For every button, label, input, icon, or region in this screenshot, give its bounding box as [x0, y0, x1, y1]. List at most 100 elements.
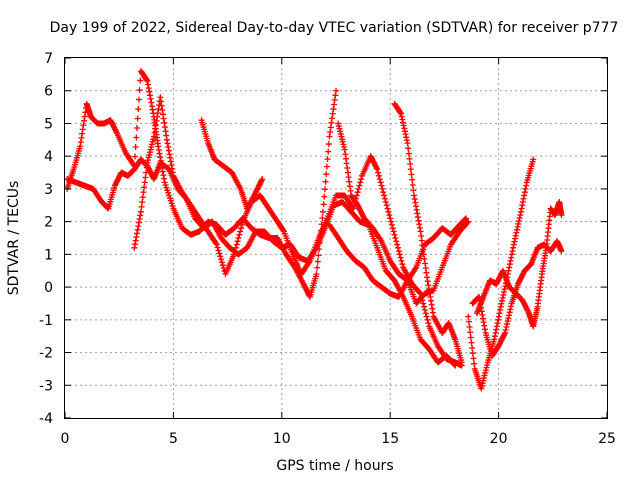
data-point	[396, 251, 403, 258]
data-point	[463, 215, 470, 222]
data-point	[407, 161, 414, 168]
data-point	[235, 235, 242, 241]
data-point	[426, 289, 433, 296]
data-point	[154, 109, 161, 116]
data-point	[347, 187, 354, 194]
data-point	[424, 316, 431, 323]
data-point	[132, 241, 139, 248]
data-point	[517, 212, 524, 219]
data-point	[518, 205, 525, 212]
data-point	[314, 264, 321, 271]
data-point	[507, 303, 514, 310]
data-point	[479, 311, 486, 318]
data-point	[82, 109, 89, 116]
data-point	[354, 189, 361, 196]
data-point	[401, 128, 408, 135]
data-point	[218, 259, 225, 266]
data-point	[375, 169, 382, 176]
data-point	[136, 216, 143, 223]
data-point	[146, 88, 153, 95]
data-point	[425, 282, 432, 289]
data-point	[504, 321, 511, 328]
data-point	[402, 131, 409, 138]
data-point	[497, 303, 504, 310]
data-point	[134, 115, 141, 122]
data-point	[422, 310, 429, 317]
data-point	[146, 92, 153, 99]
data-point	[81, 117, 88, 124]
data-point	[427, 293, 434, 300]
data-point	[377, 236, 384, 243]
data-point	[80, 122, 87, 129]
data-point	[471, 360, 478, 367]
data-point	[469, 350, 476, 357]
data-point	[141, 179, 148, 186]
data-point	[411, 196, 418, 203]
data-point	[159, 111, 166, 118]
data-point	[313, 271, 320, 277]
data-point	[158, 102, 165, 109]
data-point	[346, 183, 353, 190]
x-tick-label: 0	[61, 431, 70, 447]
y-axis-label: SDTVAR / TECUs	[6, 181, 22, 296]
data-point	[259, 176, 266, 183]
data-point	[165, 147, 172, 154]
x-tick-label: 15	[381, 431, 399, 447]
data-point	[380, 189, 387, 196]
data-point	[465, 313, 472, 320]
y-tick-label: 5	[44, 116, 53, 132]
data-point	[514, 223, 521, 230]
data-point	[422, 265, 429, 272]
data-point	[519, 202, 526, 209]
data-point	[413, 206, 420, 213]
data-point	[323, 163, 330, 170]
data-point	[163, 132, 170, 139]
data-point	[160, 115, 167, 122]
data-point	[79, 126, 86, 133]
data-point	[479, 315, 486, 322]
series-sat-h	[465, 156, 537, 392]
x-tick-label: 25	[598, 431, 616, 447]
data-point	[132, 144, 139, 151]
axis-ticks: 0 5 10 15 20 25 -4 -3 -2 -1 0 1 2 3 4 5 6 7	[39, 51, 616, 447]
data-point	[341, 146, 348, 153]
data-point	[139, 199, 146, 205]
data-point	[406, 155, 413, 162]
y-tick-label: 0	[44, 280, 53, 296]
data-point	[509, 248, 516, 255]
data-point	[390, 228, 397, 235]
data-point	[234, 238, 241, 245]
data-point	[325, 148, 332, 155]
data-point	[381, 192, 388, 199]
data-point	[333, 87, 339, 94]
data-point	[397, 254, 404, 261]
data-point	[419, 242, 426, 249]
data-point	[416, 289, 423, 296]
data-point	[523, 182, 530, 189]
data-point	[212, 240, 219, 247]
data-point	[237, 228, 244, 235]
data-point	[412, 199, 419, 206]
data-point	[219, 262, 226, 269]
data-point	[320, 201, 327, 208]
data-point	[410, 187, 417, 194]
data-point	[315, 252, 322, 259]
data-point	[420, 251, 427, 258]
data-point	[516, 215, 523, 222]
data-point	[238, 221, 245, 228]
data-point	[358, 176, 365, 183]
data-point	[140, 189, 147, 196]
x-axis-label: GPS time / hours	[276, 458, 393, 474]
data-point	[162, 128, 169, 135]
data-point	[512, 232, 519, 239]
data-point	[388, 221, 395, 228]
data-point	[344, 169, 351, 176]
data-point	[157, 154, 164, 161]
data-point	[145, 85, 152, 92]
data-point	[132, 237, 139, 244]
y-tick-label: 4	[44, 149, 53, 165]
data-point	[327, 128, 334, 135]
data-point	[324, 156, 331, 163]
data-point	[345, 174, 352, 181]
data-point	[357, 179, 364, 186]
